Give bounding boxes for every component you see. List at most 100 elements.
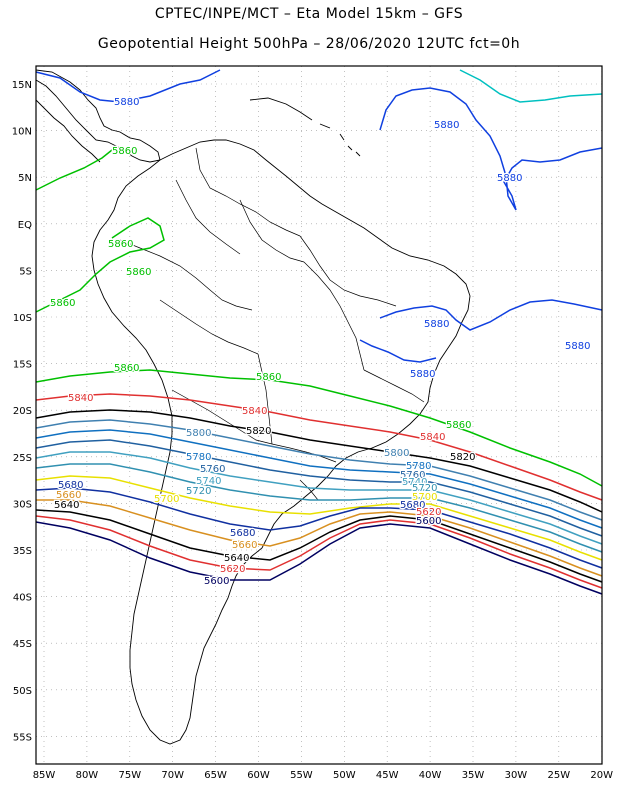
contour-label: 5740 bbox=[402, 477, 427, 488]
lon-label: 85W bbox=[33, 770, 56, 781]
contour-label: 5820 bbox=[246, 426, 271, 437]
contour-5800 bbox=[35, 419, 603, 521]
contour-label: 5840 bbox=[242, 406, 267, 417]
contour-label: 5860 bbox=[446, 420, 471, 431]
south-america-coast bbox=[91, 139, 471, 745]
contour-label: 5880 bbox=[410, 369, 435, 380]
lon-label: 40W bbox=[419, 770, 442, 781]
contour-label: 5820 bbox=[450, 452, 475, 463]
lat-label: 20S bbox=[13, 406, 32, 417]
contour-label: 5800 bbox=[186, 428, 211, 439]
map-title-line2: Geopotential Height 500hPa – 28/06/2020 … bbox=[97, 36, 521, 52]
lat-label: 10N bbox=[12, 127, 32, 138]
lat-label: 40S bbox=[13, 593, 32, 604]
contour-label: 5760 bbox=[400, 470, 425, 481]
contour-label: 5700 bbox=[154, 494, 179, 505]
longitude-labels: 85W 80W 75W 70W 65W 60W 55W 50W 45W 40W 35W 30W 25W 2… bbox=[33, 770, 613, 781]
lat-label: 30S bbox=[13, 499, 32, 510]
lon-label: 35W bbox=[462, 770, 485, 781]
lon-label: 80W bbox=[76, 770, 99, 781]
contour-label: 5880 bbox=[434, 120, 459, 131]
contour-5680 bbox=[35, 487, 603, 569]
lon-label: 55W bbox=[290, 770, 313, 781]
contour-label: 5880 bbox=[114, 97, 139, 108]
contour-label: 5860 bbox=[114, 363, 139, 374]
contour-label: 5800 bbox=[384, 448, 409, 459]
contour-label: 5600 bbox=[416, 516, 441, 527]
contour-5760 bbox=[35, 439, 603, 537]
contour-label: 5860 bbox=[108, 239, 133, 250]
caribbean-islands bbox=[249, 97, 361, 157]
contour-5740 bbox=[35, 451, 603, 545]
contour-5860-north bbox=[35, 149, 113, 191]
contour-label: 5860 bbox=[256, 372, 281, 383]
contour-label: 5660 bbox=[232, 540, 257, 551]
lat-label: 10S bbox=[13, 313, 32, 324]
lon-label: 25W bbox=[547, 770, 570, 781]
contour-5600 bbox=[35, 521, 603, 595]
contour-label: 5880 bbox=[424, 319, 449, 330]
contour-5660 bbox=[36, 499, 603, 577]
contour-5860-amazon bbox=[35, 217, 165, 313]
latitude-labels: 15N 10N 5N EQ 5S 10S 15S 20S 25S 30S 35S 40S 45S 50S 5… bbox=[12, 80, 32, 743]
contour-label: 5720 bbox=[186, 486, 211, 497]
lat-label: 35S bbox=[13, 546, 32, 557]
lon-label: 30W bbox=[505, 770, 528, 781]
lat-label: 45S bbox=[13, 639, 32, 650]
contour-5820 bbox=[35, 409, 603, 513]
lat-label: 5S bbox=[19, 266, 32, 277]
contour-label: 5660 bbox=[56, 490, 81, 501]
lat-label: 15S bbox=[13, 360, 32, 371]
coastline bbox=[35, 69, 471, 745]
lon-label: 65W bbox=[204, 770, 227, 781]
lon-label: 20W bbox=[590, 770, 613, 781]
contour-label: 5880 bbox=[565, 341, 590, 352]
contour-label: 5640 bbox=[54, 500, 79, 511]
contour-label: 5880 bbox=[497, 173, 522, 184]
lat-label: 55S bbox=[13, 732, 32, 743]
contour-5900-corner bbox=[459, 69, 603, 103]
contour-5640 bbox=[35, 509, 603, 583]
contour-label: 5780 bbox=[406, 461, 431, 472]
contour-5720 bbox=[35, 463, 603, 553]
contour-5700 bbox=[35, 475, 603, 561]
contour-label: 5600 bbox=[204, 576, 229, 587]
lon-label: 75W bbox=[118, 770, 141, 781]
contour-5840 bbox=[35, 393, 603, 501]
lat-label: 15N bbox=[12, 80, 32, 91]
contour-label: 5860 bbox=[50, 298, 75, 309]
contour-label: 5840 bbox=[420, 432, 445, 443]
central-america-coast bbox=[35, 69, 161, 163]
contour-5780 bbox=[35, 429, 603, 529]
contour-label: 5760 bbox=[200, 464, 225, 475]
lat-label: 50S bbox=[13, 686, 32, 697]
lon-label: 50W bbox=[333, 770, 356, 781]
contour-label: 5680 bbox=[230, 528, 255, 539]
contour-label: 5860 bbox=[126, 267, 151, 278]
contour-label: 5620 bbox=[416, 507, 441, 518]
contour-5880-brazil bbox=[359, 339, 437, 363]
contour-label: 5620 bbox=[220, 564, 245, 575]
geopotential-contours bbox=[35, 69, 603, 595]
contour-label: 5740 bbox=[196, 476, 221, 487]
yucatan-coast bbox=[35, 99, 101, 163]
lat-lon-grid bbox=[36, 66, 603, 764]
country-borders bbox=[119, 147, 425, 501]
contour-5880-atlantic bbox=[379, 87, 603, 211]
map-title-line1: CPTEC/INPE/MCT – Eta Model 15km – GFS bbox=[154, 6, 464, 22]
lon-label: 70W bbox=[161, 770, 184, 781]
contour-label: 5840 bbox=[68, 393, 93, 404]
contour-5620 bbox=[35, 515, 603, 589]
contour-5880-south bbox=[379, 299, 603, 331]
lat-label: 5N bbox=[18, 173, 32, 184]
lon-label: 60W bbox=[247, 770, 270, 781]
contour-label: 5860 bbox=[112, 146, 137, 157]
contour-label: 5720 bbox=[412, 483, 437, 494]
contour-label: 5780 bbox=[186, 452, 211, 463]
lat-label: 25S bbox=[13, 453, 32, 464]
contour-5880-north bbox=[35, 69, 221, 103]
contour-labels: 5880 5880 5880 5880 5880 5880 5860 5860 … bbox=[49, 96, 592, 589]
map-frame bbox=[35, 65, 603, 765]
lon-label: 45W bbox=[376, 770, 399, 781]
contour-label: 5640 bbox=[224, 553, 249, 564]
